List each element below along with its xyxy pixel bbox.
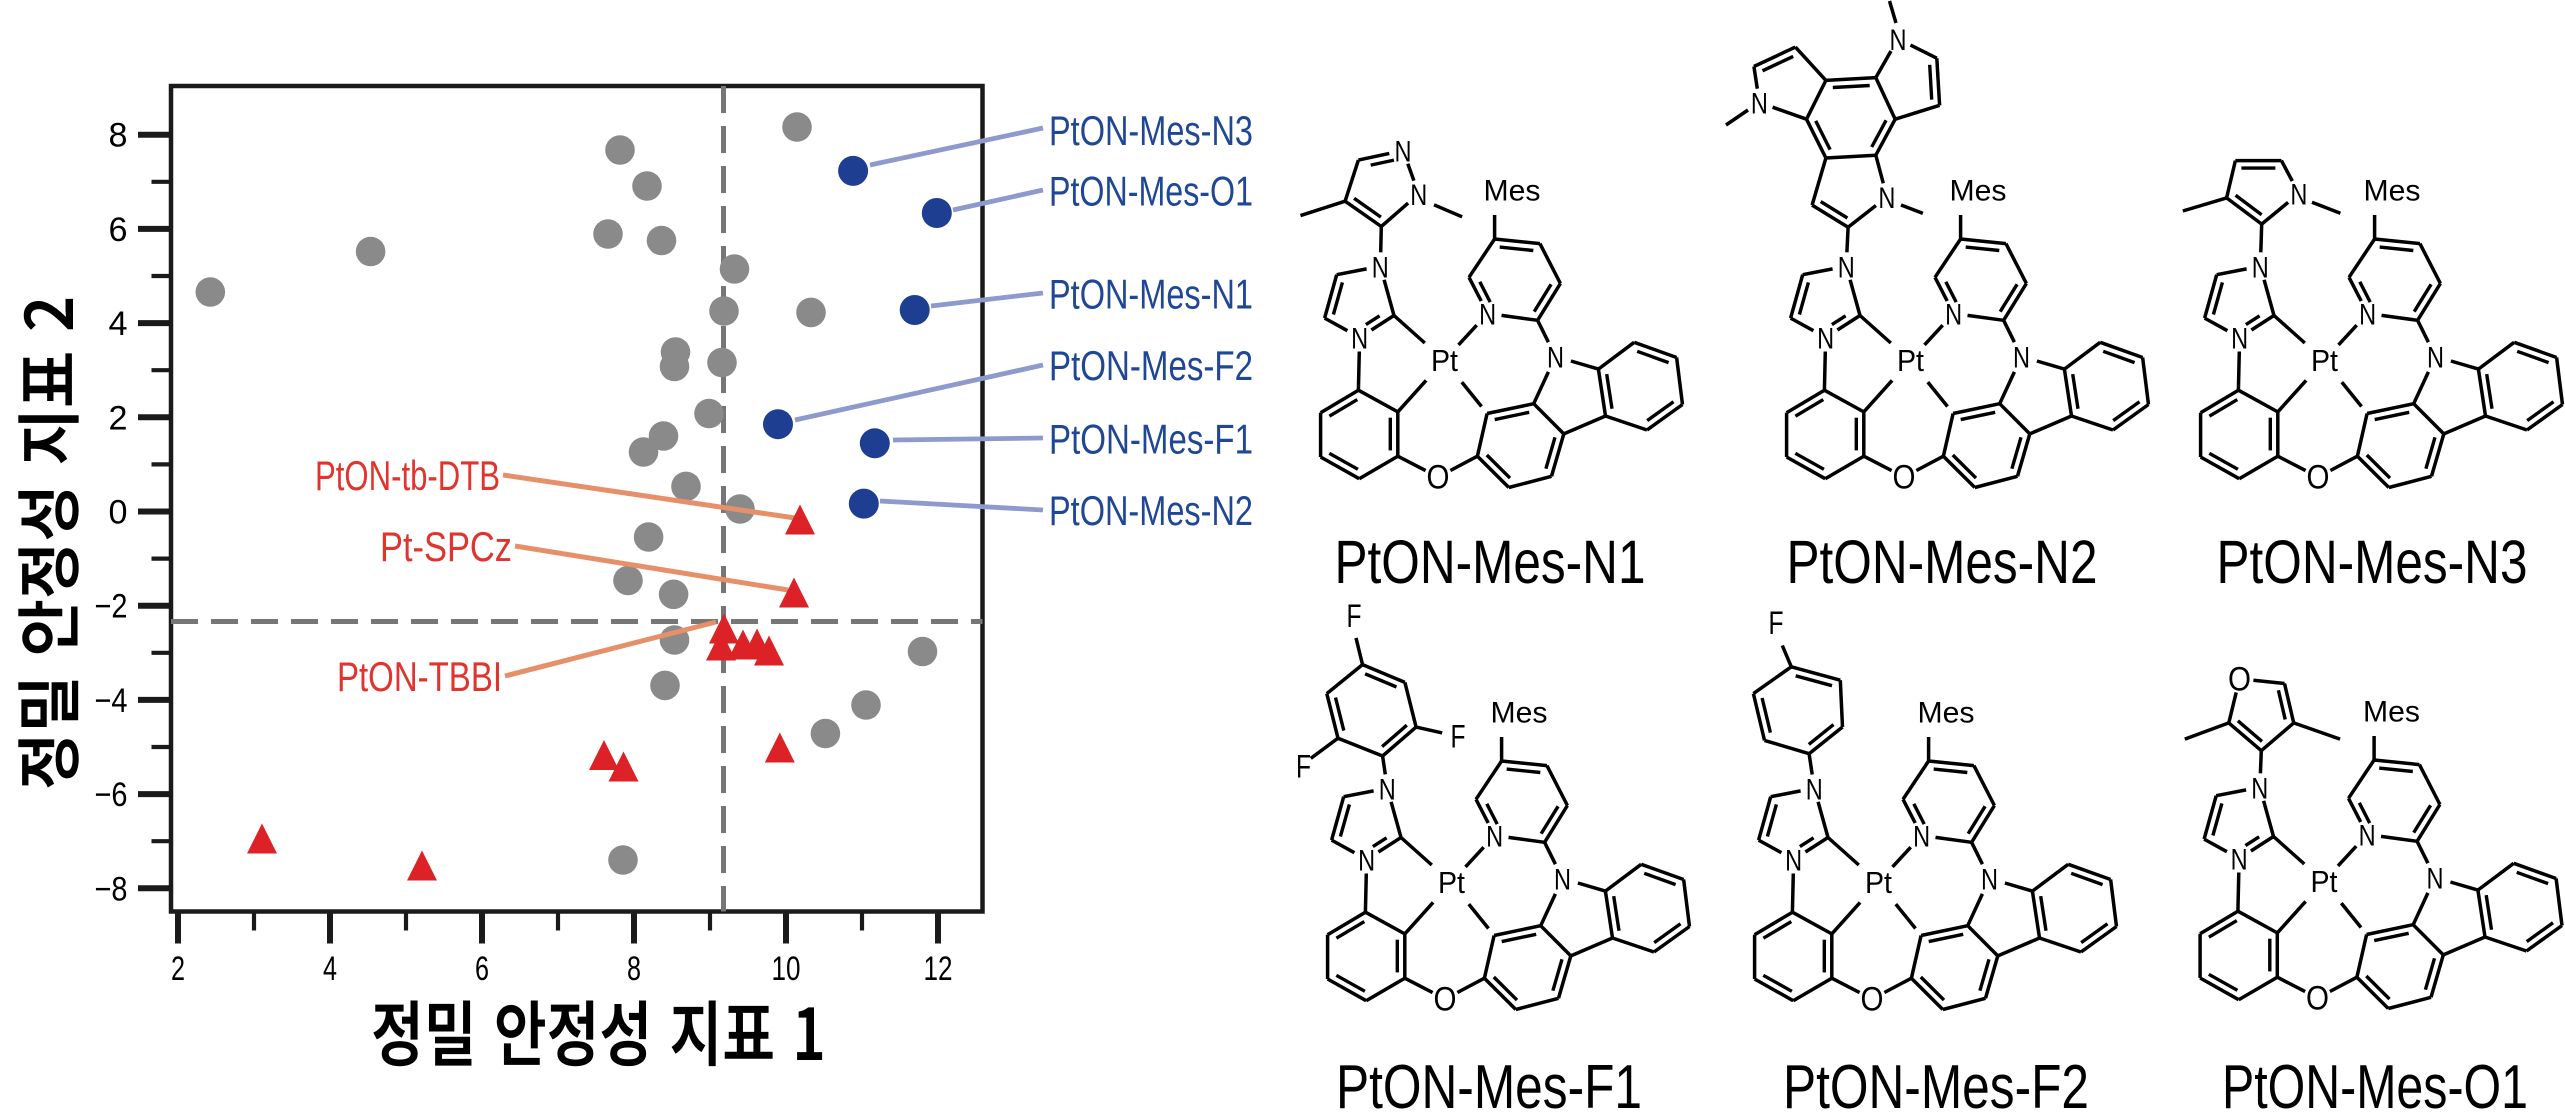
svg-text:10: 10: [772, 950, 801, 988]
svg-text:N: N: [1751, 88, 1768, 121]
svg-text:12: 12: [924, 950, 953, 988]
svg-text:N: N: [2290, 179, 2307, 212]
svg-text:PtON-TBBI: PtON-TBBI: [337, 653, 502, 700]
svg-text:PtON-Mes-N2: PtON-Mes-N2: [1049, 487, 1253, 534]
svg-text:−4: −4: [95, 682, 128, 720]
svg-text:PtON-Mes-N1: PtON-Mes-N1: [1335, 528, 1646, 596]
svg-text:PtON-tb-DTB: PtON-tb-DTB: [315, 452, 500, 499]
svg-text:0: 0: [109, 494, 128, 532]
svg-text:PtON-Mes-N3: PtON-Mes-N3: [1049, 107, 1253, 154]
svg-text:PtON-Mes-F1: PtON-Mes-F1: [1336, 1053, 1642, 1119]
svg-text:F: F: [1769, 605, 1784, 641]
svg-text:PtON-Mes-N2: PtON-Mes-N2: [1787, 528, 2098, 596]
svg-text:PtON-Mes-N1: PtON-Mes-N1: [1049, 271, 1253, 318]
svg-text:N: N: [1878, 182, 1895, 215]
svg-text:6: 6: [109, 211, 128, 249]
svg-text:PtON-Mes-O1: PtON-Mes-O1: [2222, 1053, 2528, 1119]
svg-text:N: N: [1395, 136, 1412, 169]
svg-text:−2: −2: [95, 588, 128, 626]
svg-text:−6: −6: [95, 776, 128, 814]
svg-text:2: 2: [171, 950, 185, 988]
svg-text:F: F: [1451, 719, 1466, 755]
svg-text:2: 2: [109, 399, 128, 437]
svg-text:8: 8: [109, 117, 128, 155]
svg-text:F: F: [1296, 749, 1311, 785]
svg-text:PtON-Mes-O1: PtON-Mes-O1: [1049, 168, 1253, 215]
svg-text:Pt-SPCz: Pt-SPCz: [380, 523, 512, 570]
svg-text:O: O: [2228, 660, 2251, 698]
svg-text:PtON-Mes-F1: PtON-Mes-F1: [1049, 416, 1253, 463]
svg-text:6: 6: [475, 950, 489, 988]
svg-text:PtON-Mes-F2: PtON-Mes-F2: [1783, 1053, 2089, 1119]
svg-text:4: 4: [109, 305, 128, 343]
svg-text:4: 4: [323, 950, 337, 988]
svg-text:PtON-Mes-N3: PtON-Mes-N3: [2217, 528, 2528, 596]
svg-text:−8: −8: [95, 870, 128, 908]
svg-text:8: 8: [627, 950, 641, 988]
svg-text:PtON-Mes-F2: PtON-Mes-F2: [1049, 342, 1253, 389]
svg-text:N: N: [1890, 24, 1907, 57]
svg-text:F: F: [1347, 598, 1362, 634]
svg-text:N: N: [1410, 179, 1427, 212]
